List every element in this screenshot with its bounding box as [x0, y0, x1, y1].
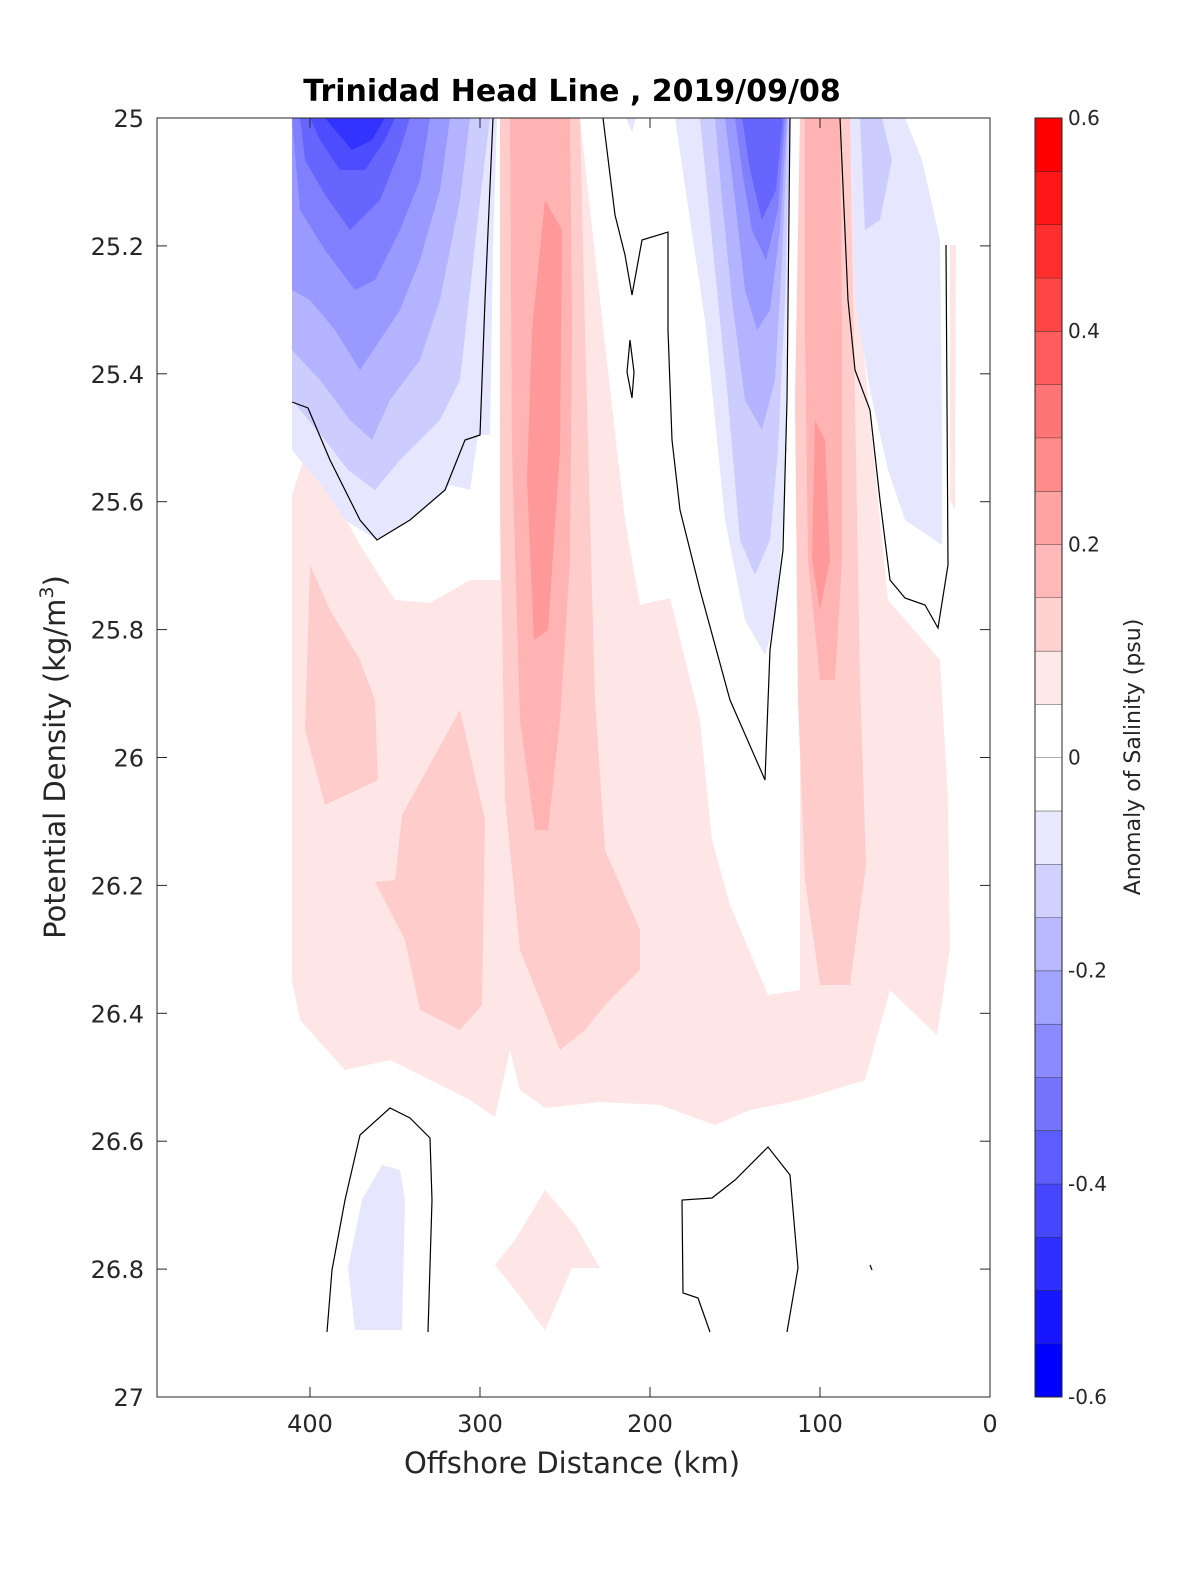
colorbar-segment [1035, 1343, 1062, 1397]
colorbar-segment [1035, 1023, 1062, 1078]
x-tick-label: 0 [982, 1410, 997, 1438]
colorbar-segment [1035, 810, 1062, 865]
colorbar-ticks: 0.6 0.4 0.2 0 -0.2 -0.4 -0.6 [1068, 106, 1107, 1409]
colorbar-segment [1035, 437, 1062, 492]
colorbar-segment [1035, 277, 1062, 332]
x-tick-label: 100 [797, 1410, 843, 1438]
colorbar-tick-label: -0.4 [1068, 1172, 1107, 1196]
colorbar-segment [1035, 650, 1062, 705]
y-tick-label: 25.2 [91, 233, 144, 261]
colorbar-tick-label: 0.4 [1068, 319, 1100, 343]
colorbar-segment [1035, 1290, 1062, 1344]
colorbar-segment [1035, 970, 1062, 1024]
colorbar-segment [1035, 757, 1062, 811]
colorbar-segment [1035, 917, 1062, 971]
x-axis-ticks: 400 300 200 100 0 [287, 118, 998, 1438]
negative-anomaly-fill [292, 118, 942, 1330]
y-tick-label: 26.2 [91, 872, 144, 900]
x-tick-label: 400 [287, 1410, 333, 1438]
colorbar-segment [1035, 1237, 1062, 1291]
zero-contour-3 [626, 339, 635, 399]
colorbar-segment [1035, 171, 1062, 225]
colorbar-tick-label: 0.6 [1068, 106, 1100, 130]
y-tick-label: 26.4 [91, 1000, 144, 1028]
y-axis-label-main: Potential Density (kg/m [38, 599, 72, 939]
negative-speck [626, 118, 636, 132]
colorbar-segment [1035, 1130, 1062, 1184]
y-axis-ticks: 25 25.2 25.4 25.6 25.8 26 26.2 26.4 26.6 26.8 27 [91, 105, 990, 1412]
plot-area [157, 118, 990, 1397]
positive-band-level-2-a [305, 565, 378, 805]
negative-right-level-1 [850, 118, 942, 545]
y-tick-label: 25.6 [91, 489, 144, 517]
zero-contour-7 [869, 1264, 873, 1271]
zero-contour-1 [291, 118, 494, 541]
zero-contour-5 [326, 1107, 433, 1333]
y-tick-label: 27 [113, 1384, 144, 1412]
positive-anomaly-fill [292, 118, 956, 1330]
colorbar-tick-label: 0.2 [1068, 532, 1100, 556]
colorbar-segment [1035, 1183, 1062, 1238]
y-tick-label: 25.8 [91, 617, 144, 645]
x-tick-label: 300 [457, 1410, 503, 1438]
x-axis-label: Offshore Distance (km) [404, 1446, 740, 1480]
colorbar-segment [1035, 864, 1062, 918]
colorbar-segment [1035, 491, 1062, 545]
positive-band-edge [950, 245, 956, 510]
zero-contour-2 [602, 118, 791, 781]
positive-band-level-2-b [375, 710, 485, 1030]
negative-right-level-2 [860, 118, 892, 230]
colorbar-segment [1035, 1077, 1062, 1131]
colorbar-tick-label: 0 [1068, 746, 1081, 770]
x-tick-label: 200 [627, 1410, 673, 1438]
zero-contour-6 [681, 1146, 799, 1333]
chart-title: Trinidad Head Line , 2019/09/08 [303, 74, 840, 109]
negative-left-level-8 [325, 118, 385, 150]
colorbar-segment [1035, 704, 1062, 758]
y-axis-label-superscript: 3 [36, 586, 58, 598]
y-axis-label-close: ) [38, 575, 72, 586]
y-axis-label: Potential Density (kg/m3) [36, 575, 72, 939]
negative-center-level-6 [742, 118, 783, 220]
colorbar-segment [1035, 384, 1062, 438]
colorbar-tick-label: -0.2 [1068, 959, 1107, 983]
zero-contour-4 [839, 118, 949, 630]
colorbar-segment [1035, 224, 1062, 278]
colorbar-segment [1035, 544, 1062, 598]
negative-deep-left [348, 1165, 405, 1330]
zero-contours [291, 118, 949, 1333]
colorbar-segment [1035, 331, 1062, 385]
colorbar [1035, 117, 1062, 1397]
colorbar-tick-label: -0.6 [1068, 1385, 1107, 1409]
colorbar-label: Anomaly of Salinity (psu) [1121, 619, 1146, 896]
colorbar-segment [1035, 597, 1062, 651]
positive-band-level-4-b [812, 420, 830, 610]
positive-blob-deep [495, 1190, 600, 1330]
y-tick-label: 25.4 [91, 361, 144, 389]
colorbar-segment [1035, 118, 1062, 172]
positive-band-level-4-a [527, 200, 562, 640]
y-tick-label: 25 [113, 105, 144, 133]
y-tick-label: 26.8 [91, 1256, 144, 1284]
y-tick-label: 26.6 [91, 1128, 144, 1156]
y-tick-label: 26 [113, 745, 144, 773]
colorbar-frame [1034, 117, 1063, 1398]
